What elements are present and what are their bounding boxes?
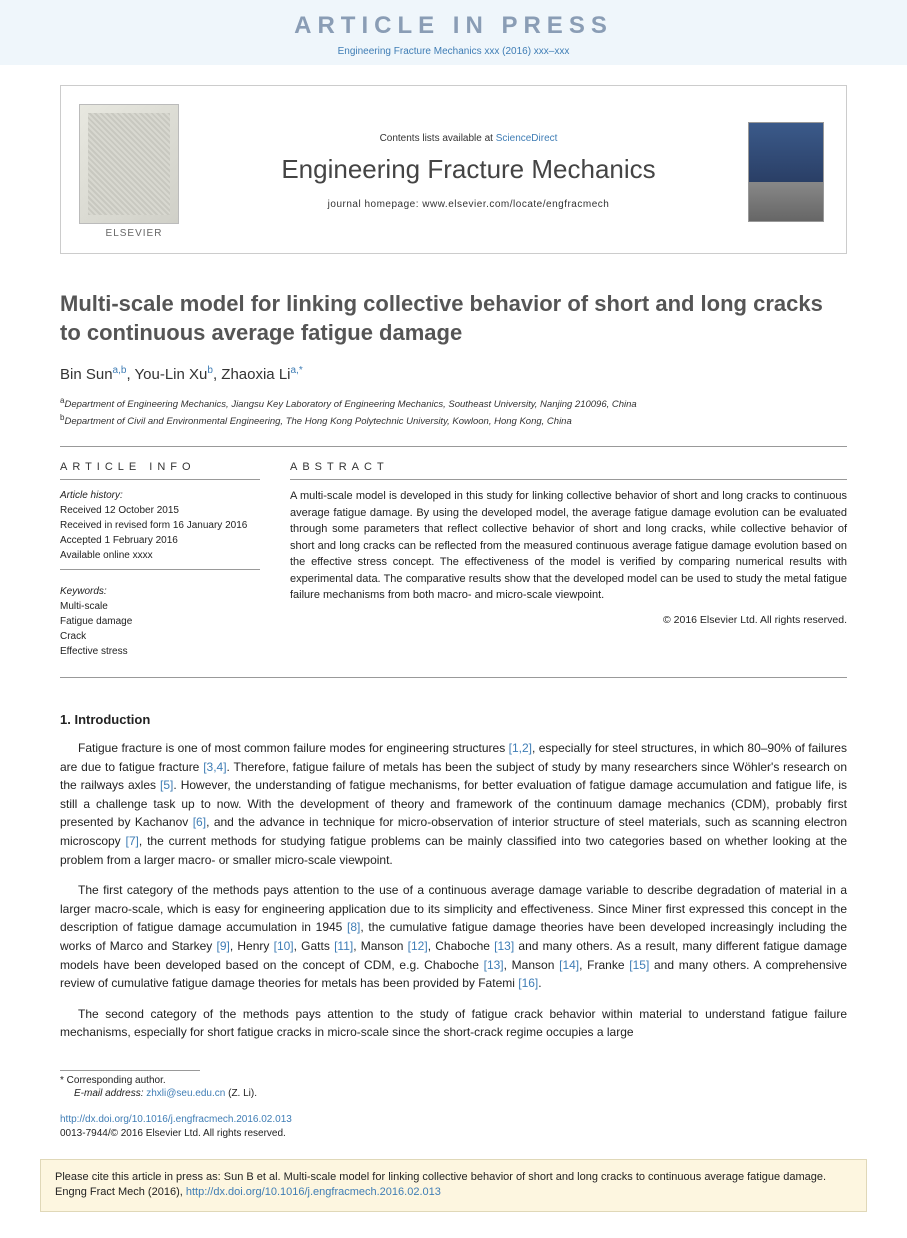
footnote-divider: [60, 1070, 200, 1071]
journal-cover-thumbnail: [748, 122, 824, 222]
press-citation: Engineering Fracture Mechanics xxx (2016…: [0, 46, 907, 57]
ref-link[interactable]: [11]: [334, 939, 353, 953]
email-line: E-mail address: zhxli@seu.edu.cn (Z. Li)…: [60, 1088, 847, 1099]
ref-link[interactable]: [13]: [484, 958, 504, 972]
doi-block: http://dx.doi.org/10.1016/j.engfracmech.…: [60, 1113, 847, 1141]
cite-this-article-box: Please cite this article in press as: Su…: [40, 1159, 867, 1212]
intro-paragraph-2: The first category of the methods pays a…: [60, 881, 847, 993]
ref-link[interactable]: [12]: [408, 939, 428, 953]
ref-link[interactable]: [16]: [518, 976, 538, 990]
ref-link[interactable]: [6]: [193, 815, 206, 829]
ref-link[interactable]: [9]: [216, 939, 229, 953]
keywords-block: Keywords: Multi-scale Fatigue damage Cra…: [60, 584, 260, 659]
elsevier-tree-icon: [79, 104, 179, 224]
publisher-block: ELSEVIER: [79, 104, 189, 239]
article-title: Multi-scale model for linking collective…: [60, 290, 847, 347]
citebox-doi-link[interactable]: http://dx.doi.org/10.1016/j.engfracmech.…: [186, 1186, 441, 1198]
ref-link[interactable]: [13]: [494, 939, 514, 953]
affiliations: aDepartment of Engineering Mechanics, Ji…: [60, 395, 847, 428]
ref-link[interactable]: [3,4]: [203, 760, 226, 774]
issn-copyright: 0013-7944/© 2016 Elsevier Ltd. All right…: [60, 1128, 286, 1139]
article-history: Article history: Received 12 October 201…: [60, 488, 260, 563]
abstract-head: abstract: [290, 461, 847, 473]
ref-link[interactable]: [14]: [559, 958, 579, 972]
authors-line: Bin Suna,b, You-Lin Xub, Zhaoxia Lia,*: [60, 365, 847, 383]
author-2: You-Lin Xu: [135, 366, 208, 383]
publisher-name: ELSEVIER: [79, 228, 189, 239]
section-heading-intro: 1. Introduction: [60, 712, 847, 727]
doi-link[interactable]: http://dx.doi.org/10.1016/j.engfracmech.…: [60, 1114, 292, 1125]
ref-link[interactable]: [15]: [629, 958, 649, 972]
article-info-head: article info: [60, 461, 260, 473]
intro-paragraph-3: The second category of the methods pays …: [60, 1005, 847, 1042]
abstract-text: A multi-scale model is developed in this…: [290, 488, 847, 604]
article-in-press-banner: ARTICLE IN PRESS Engineering Fracture Me…: [0, 0, 907, 65]
homepage-line: journal homepage: www.elsevier.com/locat…: [201, 199, 736, 210]
info-abstract-grid: article info Article history: Received 1…: [60, 461, 847, 659]
corresponding-author-note: * Corresponding author.: [60, 1075, 847, 1086]
article-info-column: article info Article history: Received 1…: [60, 461, 260, 659]
contents-line: Contents lists available at ScienceDirec…: [201, 133, 736, 144]
header-middle: Contents lists available at ScienceDirec…: [201, 133, 736, 210]
intro-paragraph-1: Fatigue fracture is one of most common f…: [60, 739, 847, 869]
corresponding-star-icon: *: [299, 365, 303, 376]
abstract-copyright: © 2016 Elsevier Ltd. All rights reserved…: [290, 614, 847, 626]
ref-link[interactable]: [5]: [160, 778, 173, 792]
divider: [60, 446, 847, 447]
sciencedirect-link[interactable]: ScienceDirect: [496, 133, 558, 144]
homepage-url: www.elsevier.com/locate/engfracmech: [422, 199, 609, 210]
ref-link[interactable]: [7]: [126, 834, 139, 848]
author-3: Zhaoxia Li: [221, 366, 290, 383]
press-title: ARTICLE IN PRESS: [0, 12, 907, 40]
ref-link[interactable]: [8]: [347, 920, 360, 934]
abstract-column: abstract A multi-scale model is develope…: [290, 461, 847, 659]
author-1: Bin Sun: [60, 366, 113, 383]
ref-link[interactable]: [10]: [274, 939, 294, 953]
email-link[interactable]: zhxli@seu.edu.cn: [146, 1088, 225, 1099]
divider: [60, 677, 847, 678]
ref-link[interactable]: [1,2]: [509, 741, 532, 755]
journal-header-box: ELSEVIER Contents lists available at Sci…: [60, 85, 847, 254]
journal-name: Engineering Fracture Mechanics: [201, 154, 736, 185]
